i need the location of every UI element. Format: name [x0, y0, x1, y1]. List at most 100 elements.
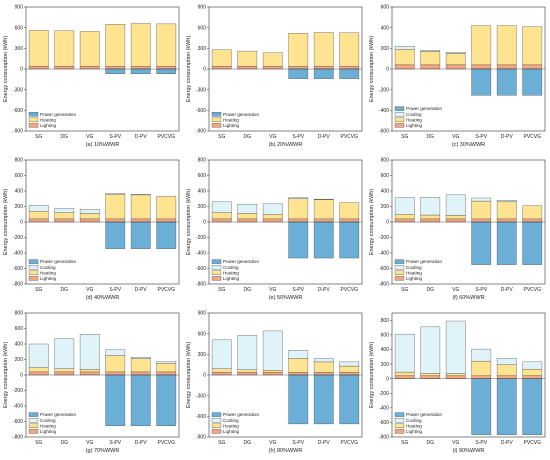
y-tick-label: 200 [15, 204, 24, 210]
bar-cooling [28, 205, 49, 212]
bar-heating [313, 32, 334, 67]
bar-lighting [79, 371, 100, 376]
bar-cooling [211, 339, 232, 369]
y-tick-label: -200 [379, 235, 389, 241]
legend-swatch [28, 270, 39, 275]
bar-lighting [445, 375, 466, 379]
bar-lighting [394, 375, 415, 379]
x-tick-label: D-PV [135, 287, 148, 293]
bar-heating [262, 214, 283, 220]
bar-lighting [54, 218, 75, 223]
bar-heating [445, 53, 466, 66]
y-tick-label: 0 [386, 67, 389, 73]
legend-swatch [211, 276, 222, 281]
bar-lighting [313, 66, 334, 70]
x-tick-label: DG [61, 134, 69, 140]
chart-panel: -600 -400 -200 0 200 400 600 Energy consumption… [369, 5, 546, 148]
x-tick-label: S-PV [292, 134, 304, 140]
panel-caption: (d) 40%WWR [86, 295, 120, 301]
y-axis-label: Energy consumption (kWh) [369, 189, 375, 255]
x-tick-label: D-PV [318, 134, 331, 140]
x-tick-label: S-PV [475, 287, 487, 293]
chart-panel: -800 -600 -400 -200 0 200 400 600 800 Energy cons… [3, 158, 180, 301]
bar-heating [394, 49, 415, 66]
x-tick-label: D-PV [501, 134, 514, 140]
bar-lighting [262, 66, 283, 70]
bar-heating [105, 355, 126, 373]
bar-heating [28, 367, 49, 373]
y-tick-label: 900 [15, 5, 24, 11]
y-tick-label: 400 [15, 189, 24, 195]
legend-label: Cooling [406, 112, 422, 117]
y-tick-label: -400 [379, 108, 389, 114]
y-tick-label: 600 [381, 173, 390, 179]
bar-lighting [28, 66, 49, 70]
bar-power_generation [130, 221, 151, 249]
bar-heating [339, 365, 360, 373]
y-tick-label: -400 [196, 251, 206, 257]
panel-caption: (g) 70%WWR [86, 448, 120, 454]
bar-power_generation [130, 374, 151, 426]
bar-power_generation [105, 221, 126, 249]
legend-label: Power generation [223, 112, 259, 117]
legend-swatch [211, 429, 222, 434]
legend-swatch [394, 259, 405, 264]
bar-cooling [211, 201, 232, 213]
y-tick-label: 200 [381, 46, 390, 52]
bar-lighting [394, 64, 415, 70]
bar-heating [420, 214, 441, 220]
y-tick-label: -200 [196, 235, 206, 241]
legend-swatch [394, 270, 405, 275]
x-tick-label: SG [401, 440, 408, 446]
bar-heating [471, 200, 492, 220]
x-tick-label: PVCVG [157, 287, 175, 293]
legend-label: Heating [406, 270, 422, 275]
bar-lighting [496, 375, 517, 379]
bar-cooling [420, 326, 441, 374]
legend-swatch [28, 429, 39, 434]
bar-heating [339, 202, 360, 220]
legend-swatch [28, 123, 39, 128]
legend-swatch [211, 265, 222, 270]
bar-heating [288, 33, 309, 67]
y-tick-label: 0 [20, 67, 23, 73]
bar-heating [79, 369, 100, 373]
y-tick-label: 0 [203, 67, 206, 73]
y-tick-label: 600 [15, 326, 24, 332]
legend-label: Power generation [406, 412, 442, 417]
y-tick-label: -400 [13, 404, 23, 410]
panel-caption: (a) 10%WWR [86, 142, 120, 148]
legend-label: Cooling [40, 418, 56, 423]
bar-heating [445, 373, 466, 376]
panel-caption: (i) 90%WWR [453, 448, 485, 454]
legend-swatch [211, 259, 222, 264]
bar-lighting [105, 66, 126, 70]
y-axis-label: Energy consumption (kWh) [3, 189, 9, 255]
y-tick-label: -400 [13, 251, 23, 257]
y-tick-label: 200 [198, 204, 207, 210]
legend-label: Cooling [40, 265, 56, 270]
bar-power_generation [313, 221, 334, 259]
legend-swatch [211, 117, 222, 122]
bar-lighting [522, 64, 543, 70]
legend-label: Lighting [406, 123, 423, 128]
bar-lighting [445, 218, 466, 223]
legend-label: Lighting [40, 276, 57, 281]
bar-lighting [237, 372, 258, 376]
y-tick-label: 400 [381, 347, 390, 353]
x-tick-label: SG [35, 287, 42, 293]
bar-cooling [54, 208, 75, 213]
x-tick-label: S-PV [292, 287, 304, 293]
bar-heating [211, 49, 232, 67]
legend-swatch [394, 112, 405, 117]
x-tick-label: PVCVG [523, 440, 541, 446]
y-tick-label: -800 [379, 282, 389, 288]
bar-power_generation [288, 374, 309, 425]
y-tick-label: -800 [196, 282, 206, 288]
legend-swatch [394, 429, 405, 434]
bar-lighting [288, 218, 309, 223]
x-tick-label: S-PV [109, 287, 121, 293]
bar-heating [522, 205, 543, 220]
legend-label: Power generation [40, 259, 76, 264]
